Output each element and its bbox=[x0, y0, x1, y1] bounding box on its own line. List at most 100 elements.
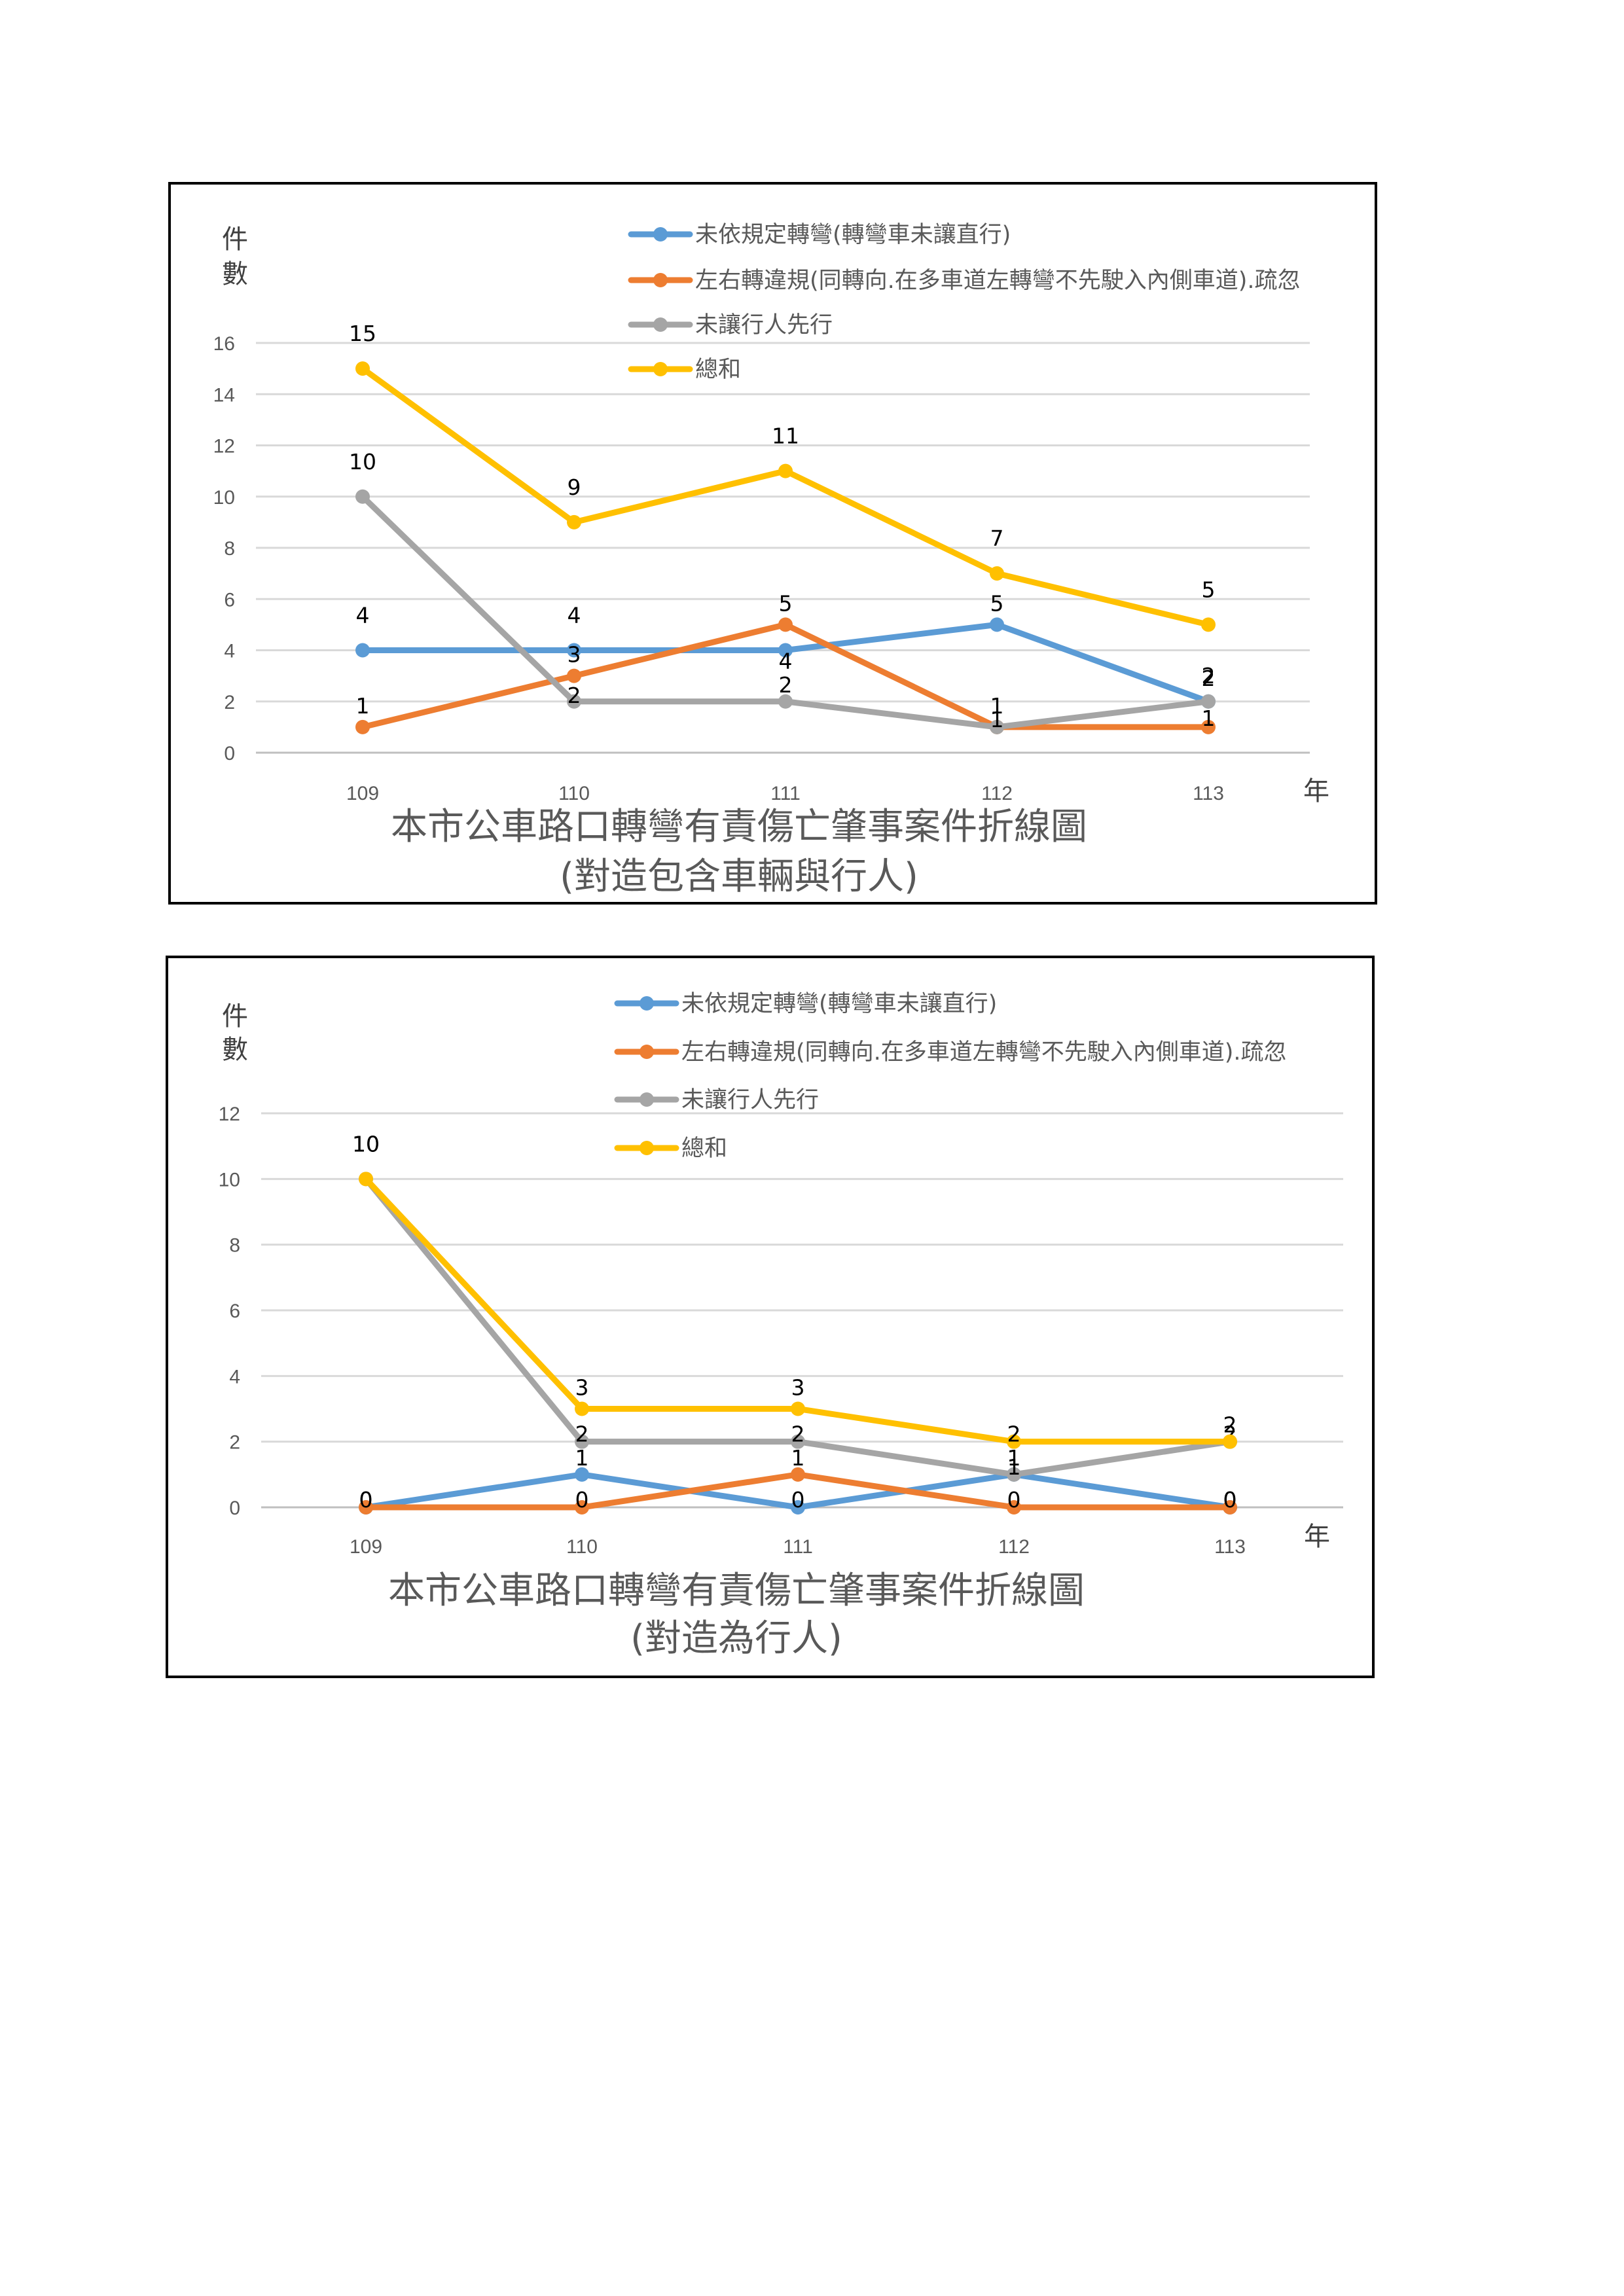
y-axis-label: 件 bbox=[222, 224, 248, 255]
legend-label: 未讓行人先行 bbox=[695, 312, 833, 338]
legend-marker bbox=[640, 1141, 654, 1155]
data-label: 10 bbox=[352, 1131, 380, 1157]
data-label: 2 bbox=[791, 1422, 805, 1447]
data-point bbox=[778, 694, 793, 709]
data-point bbox=[575, 1500, 589, 1515]
legend-marker bbox=[653, 362, 668, 376]
data-label: 1 bbox=[1202, 706, 1216, 731]
legend-marker bbox=[640, 1045, 654, 1059]
data-point bbox=[1007, 1434, 1021, 1449]
data-point bbox=[778, 617, 793, 632]
y-axis-label: 數 bbox=[222, 1035, 248, 1065]
chart-subtitle: (對造包含車輛與行人) bbox=[560, 855, 918, 898]
x-tick-label: 110 bbox=[566, 1536, 598, 1558]
y-tick-label: 12 bbox=[213, 436, 235, 457]
data-point bbox=[359, 1172, 373, 1187]
y-tick-label: 16 bbox=[213, 333, 235, 355]
data-label: 1 bbox=[1007, 1454, 1021, 1480]
y-tick-label: 8 bbox=[224, 538, 235, 560]
x-tick-label: 112 bbox=[998, 1536, 1030, 1558]
y-tick-label: 8 bbox=[229, 1235, 240, 1257]
data-point bbox=[1223, 1500, 1237, 1515]
x-tick-label: 113 bbox=[1193, 783, 1224, 804]
data-point bbox=[1201, 719, 1216, 734]
legend-label: 總和 bbox=[695, 357, 741, 383]
data-label: 1 bbox=[990, 707, 1004, 732]
chart-2: 0 2 4 6 8 10 12 109 110 111 112 113 件數年 0 1 0 1 0 0 0 1 0 0 10 2… bbox=[166, 956, 1375, 1678]
data-point bbox=[1007, 1500, 1021, 1515]
chart-subtitle: (對造為行人) bbox=[630, 1617, 842, 1660]
y-tick-label: 0 bbox=[224, 743, 235, 764]
data-point bbox=[1201, 694, 1216, 709]
data-point bbox=[791, 1467, 805, 1482]
data-label: 2 bbox=[1223, 1412, 1237, 1438]
data-label: 15 bbox=[349, 321, 376, 346]
x-tick-label: 112 bbox=[981, 783, 1013, 804]
data-label: 1 bbox=[990, 693, 1004, 719]
x-tick-label: 109 bbox=[350, 1536, 382, 1558]
legend-label: 左右轉違規(同轉向.在多車道左轉彎不先駛入內側車道).疏忽 bbox=[695, 268, 1301, 294]
y-tick-label: 6 bbox=[229, 1300, 240, 1322]
data-label: 2 bbox=[1007, 1422, 1021, 1447]
data-label: 11 bbox=[772, 423, 799, 449]
data-label: 3 bbox=[575, 1375, 589, 1401]
x-tick-label: 111 bbox=[783, 1536, 813, 1558]
y-tick-label: 0 bbox=[229, 1498, 240, 1519]
legend-label: 未依規定轉彎(轉彎車未讓直行) bbox=[681, 991, 997, 1017]
data-label: 2 bbox=[779, 672, 793, 698]
data-point bbox=[990, 617, 1004, 632]
legend-marker bbox=[653, 227, 668, 242]
y-tick-label: 6 bbox=[224, 589, 235, 611]
data-point bbox=[1223, 1434, 1237, 1449]
data-point bbox=[1201, 617, 1216, 632]
data-point bbox=[778, 643, 793, 658]
data-point bbox=[791, 1434, 805, 1449]
x-axis-label: 年 bbox=[1304, 1522, 1330, 1552]
y-tick-label: 14 bbox=[213, 384, 235, 406]
data-label: 10 bbox=[352, 1131, 380, 1157]
data-point bbox=[990, 566, 1004, 581]
data-label: 0 bbox=[1007, 1487, 1021, 1513]
data-label: 7 bbox=[990, 526, 1004, 551]
legend-marker bbox=[653, 317, 668, 332]
data-point bbox=[567, 694, 581, 709]
y-tick-label: 4 bbox=[224, 641, 235, 662]
data-label: 0 bbox=[1223, 1487, 1237, 1513]
legend-label: 左右轉違規(同轉向.在多車道左轉彎不先駛入內側車道).疏忽 bbox=[681, 1039, 1287, 1066]
data-point bbox=[778, 463, 793, 478]
data-label: 9 bbox=[568, 475, 581, 500]
data-point bbox=[355, 361, 370, 376]
x-axis-label: 年 bbox=[1303, 776, 1329, 806]
data-label: 3 bbox=[791, 1375, 805, 1401]
y-axis-label: 數 bbox=[222, 259, 248, 289]
y-tick-label: 12 bbox=[219, 1103, 240, 1125]
data-label: 4 bbox=[568, 603, 581, 628]
data-point bbox=[791, 1401, 805, 1416]
data-label: 5 bbox=[1202, 577, 1216, 602]
data-point bbox=[575, 1401, 589, 1416]
data-label: 0 bbox=[575, 1487, 589, 1513]
y-tick-label: 2 bbox=[224, 692, 235, 713]
data-label: 1 bbox=[356, 693, 370, 719]
legend-label: 總和 bbox=[681, 1136, 727, 1162]
legend-marker bbox=[640, 996, 654, 1011]
x-tick-label: 113 bbox=[1214, 1536, 1246, 1558]
chart-title: 本市公車路口轉彎有責傷亡肇事案件折線圖 bbox=[391, 806, 1087, 848]
data-point bbox=[355, 489, 370, 504]
data-label: 0 bbox=[791, 1487, 805, 1513]
legend-label: 未讓行人先行 bbox=[681, 1087, 819, 1113]
x-tick-label: 111 bbox=[770, 783, 801, 804]
legend-label: 未依規定轉彎(轉彎車未讓直行) bbox=[695, 222, 1011, 248]
legend-marker bbox=[640, 1092, 654, 1107]
data-label: 5 bbox=[990, 590, 1004, 616]
data-label: 10 bbox=[349, 449, 376, 475]
data-point bbox=[575, 1467, 589, 1482]
data-point bbox=[567, 514, 581, 529]
data-label: 2 bbox=[575, 1422, 589, 1447]
legend-marker bbox=[653, 273, 668, 287]
data-point bbox=[575, 1434, 589, 1449]
data-label: 2 bbox=[568, 683, 581, 708]
y-tick-label: 4 bbox=[229, 1366, 240, 1388]
